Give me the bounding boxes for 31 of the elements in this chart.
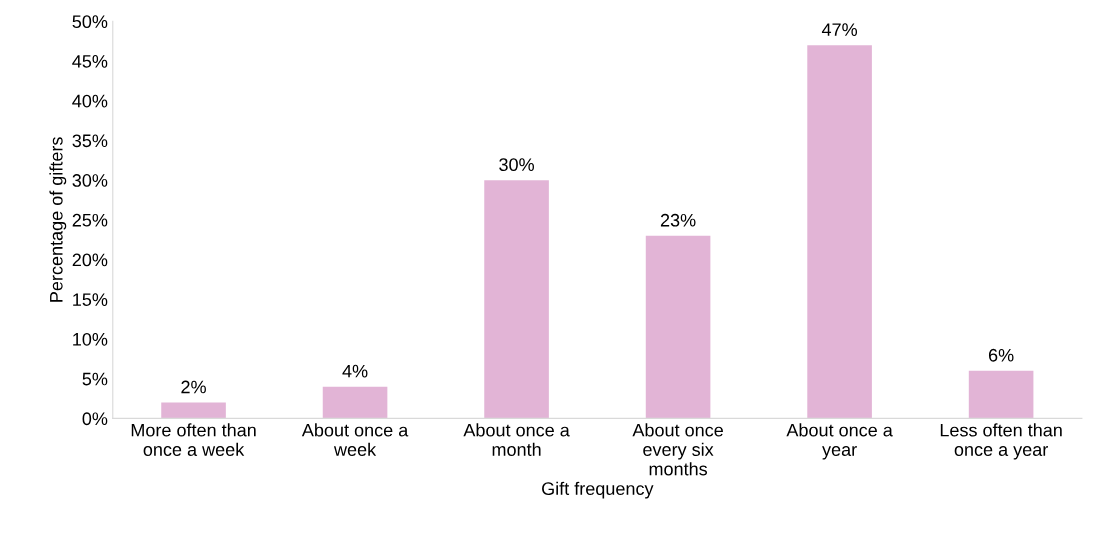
x-tick-label: About once a year	[786, 423, 893, 460]
x-tick-label: More often than once a week	[131, 423, 256, 456]
bar	[807, 45, 872, 419]
y-tick-label: 45%	[72, 55, 108, 68]
x-tick-label: Less often than once a year	[940, 423, 1062, 460]
x-tick-label: About once every six months	[632, 423, 723, 476]
bar	[968, 370, 1034, 419]
y-tick-label: 10%	[73, 332, 108, 346]
bar	[645, 235, 711, 419]
y-tick-label: 5%	[82, 372, 108, 386]
y-tick-label: 35%	[72, 134, 108, 148]
x-axis-title: Gift frequency	[542, 481, 654, 499]
bar	[161, 402, 226, 419]
bar	[484, 180, 549, 419]
y-tick-label: 40%	[72, 94, 108, 108]
data-label: 2%	[181, 380, 206, 394]
data-label: 47%	[821, 23, 858, 36]
bar	[322, 386, 388, 419]
y-tick-label: 25%	[72, 213, 108, 227]
y-tick-label: 50%	[72, 15, 108, 29]
y-tick-label: 0%	[82, 412, 108, 426]
x-tick-label: About once a week	[301, 423, 409, 456]
data-label: 4%	[342, 364, 368, 378]
data-label: 30%	[499, 158, 534, 172]
x-tick-label: About once a month	[463, 423, 570, 456]
data-label: 6%	[988, 348, 1014, 362]
data-label: 23%	[660, 213, 696, 227]
y-tick-label: 20%	[72, 253, 108, 267]
y-tick-label: 15%	[73, 293, 108, 306]
y-tick-label: 30%	[72, 174, 108, 187]
y-axis-title: Percentage of gifters	[49, 137, 67, 302]
